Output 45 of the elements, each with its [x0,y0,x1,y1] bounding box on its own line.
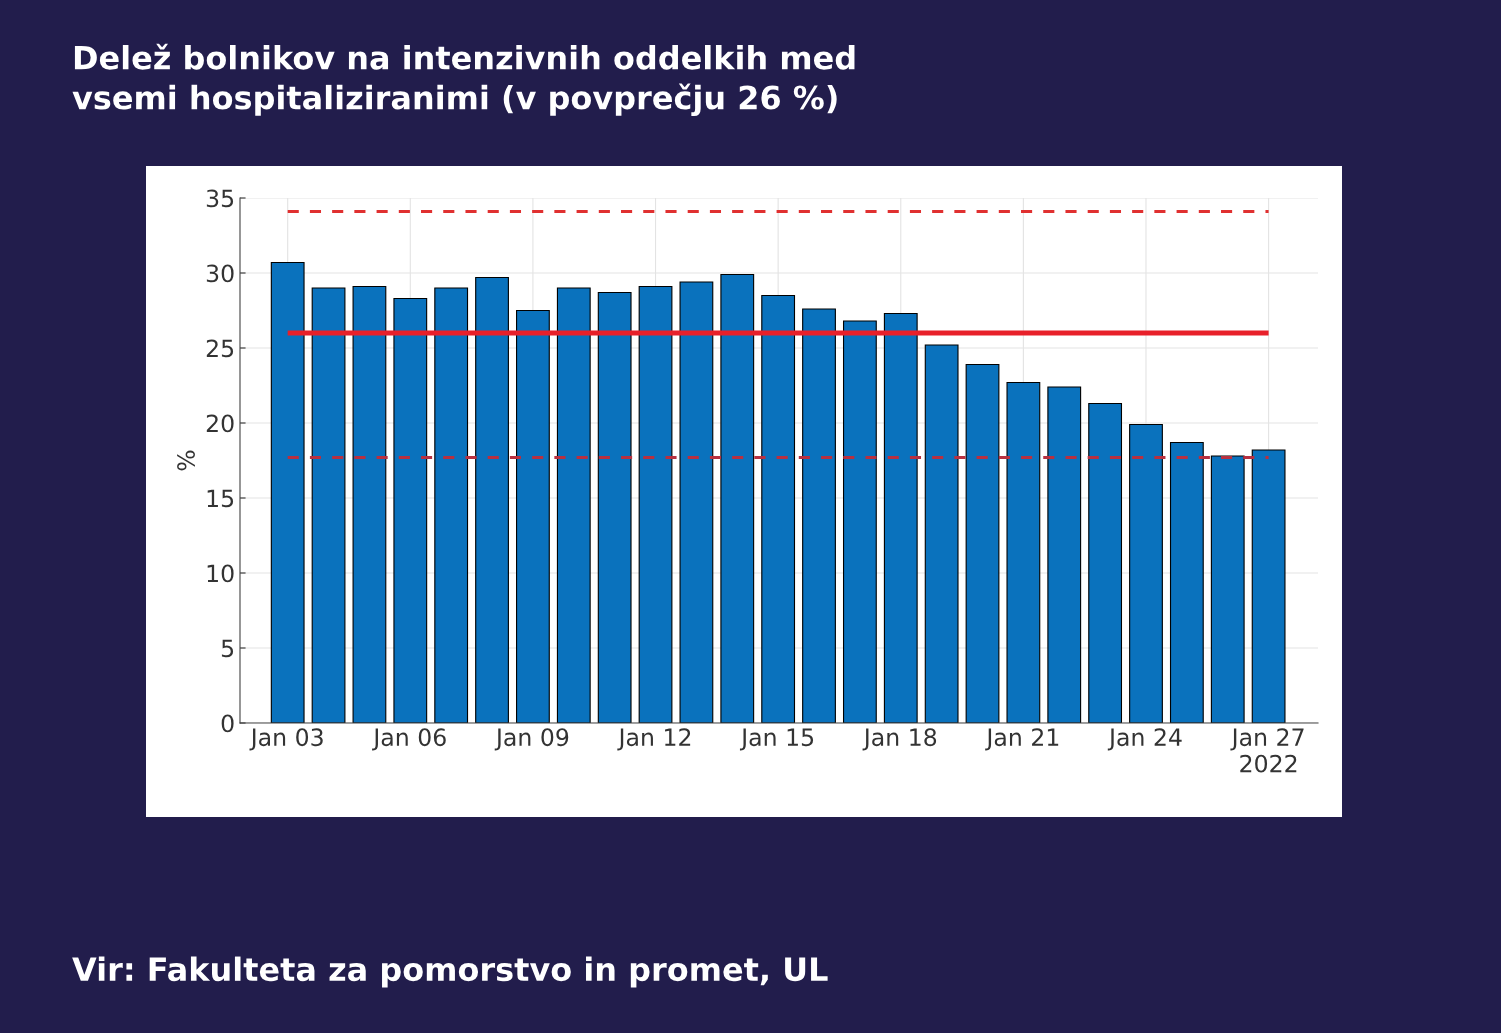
x-tick-label: Jan 27 2022 [1230,728,1304,773]
y-axis-title: % [177,450,195,471]
bar [434,287,469,723]
bar [1129,423,1163,723]
x-tick-label: Jan 15 [739,728,814,751]
bar [924,344,959,723]
bar [393,297,428,723]
bar [883,312,918,723]
bar [761,294,796,723]
x-tick-label: Jan 09 [494,728,569,751]
x-tick-label: Jan 18 [862,728,937,751]
x-tick-label: Jan 12 [617,728,691,751]
bar [638,285,673,723]
x-tick-label: Jan 24 [1107,728,1182,751]
bar [1006,381,1041,723]
bar [556,287,591,723]
x-tick-label: Jan 06 [372,728,446,751]
bar [475,276,509,723]
bar [597,291,632,723]
bar [720,273,755,723]
bar [842,320,877,723]
bar [270,261,305,723]
text: Vir: Fakulteta za pomorstvo in promet, UL [72,956,828,988]
y-tick-label: 20 [206,414,234,433]
y-tick-label: 5 [221,639,234,658]
y-tick-label: 30 [206,264,234,283]
y-tick-label: 10 [207,564,234,583]
y-tick-label: 25 [206,339,234,358]
bar [1088,402,1123,723]
bar [802,308,836,723]
y-tick-label: 0 [221,714,234,733]
x-tick-label: Jan 03 [249,728,323,751]
bar [679,281,714,723]
bar [352,285,387,723]
bar [311,287,346,723]
y-tick-label: 35 [206,189,234,208]
chart-title: Delež bolnikov na intenzivnih oddelkih med vsemi hospitaliziranimi (v povprečju 26 %) [72,43,855,117]
bar [1210,455,1245,723]
bar [1047,386,1082,723]
bar [965,363,1000,723]
bar [516,309,550,723]
x-tick-label: Jan 21 [985,728,1059,751]
y-tick-label: 15 [207,489,234,508]
bar [1169,441,1204,723]
bar [1251,449,1286,723]
